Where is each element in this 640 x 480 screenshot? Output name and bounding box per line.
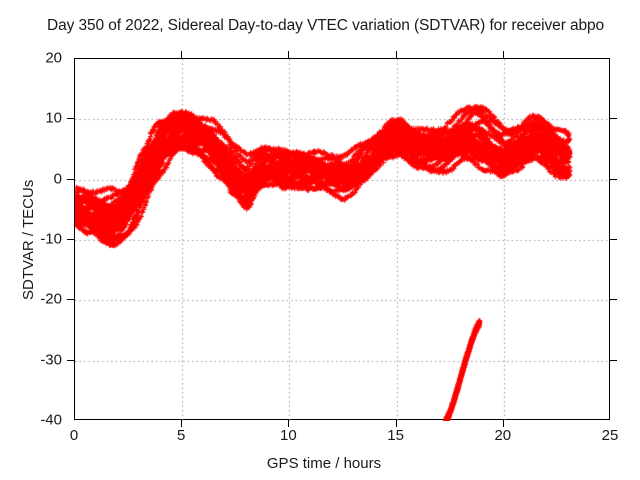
- x-axis-label-wrap: GPS time / hours: [0, 455, 640, 472]
- axis-tick: [610, 118, 617, 120]
- axis-tick: [181, 420, 183, 427]
- axis-tick: [610, 239, 617, 241]
- x-axis-label: GPS time / hours: [266, 455, 382, 472]
- axis-tick: [610, 179, 617, 181]
- axis-tick: [67, 239, 74, 241]
- axis-tick: [67, 179, 74, 181]
- x-tick-label: 20: [494, 427, 512, 444]
- plot-canvas: [75, 59, 611, 421]
- x-tick-label: 5: [177, 427, 186, 444]
- axis-tick: [503, 51, 505, 58]
- axis-tick: [610, 360, 617, 362]
- y-tick-label: -40: [40, 411, 62, 429]
- axis-tick: [67, 118, 74, 120]
- axis-tick: [288, 420, 290, 427]
- axis-tick: [396, 51, 398, 58]
- axis-tick: [503, 420, 505, 427]
- axis-tick: [288, 51, 290, 58]
- axis-tick: [181, 51, 183, 58]
- y-tick-label: 20: [45, 49, 62, 67]
- axis-tick: [67, 299, 74, 301]
- x-tick-label: 25: [601, 427, 619, 444]
- y-tick-label: 10: [45, 109, 62, 127]
- axis-tick: [610, 299, 617, 301]
- y-tick-label: -20: [40, 290, 62, 308]
- y-tick-label: -30: [40, 351, 62, 369]
- axis-tick: [396, 420, 398, 427]
- x-tick-label: 0: [69, 427, 79, 444]
- x-tick-label: 10: [280, 427, 297, 444]
- axis-tick: [67, 360, 74, 362]
- y-tick-label: -10: [40, 230, 62, 248]
- chart-title: Day 350 of 2022, Sidereal Day-to-day VTE…: [47, 17, 605, 34]
- y-tick-label: 0: [53, 170, 62, 188]
- plot-area: [74, 58, 611, 421]
- x-tick-label: 15: [387, 427, 404, 444]
